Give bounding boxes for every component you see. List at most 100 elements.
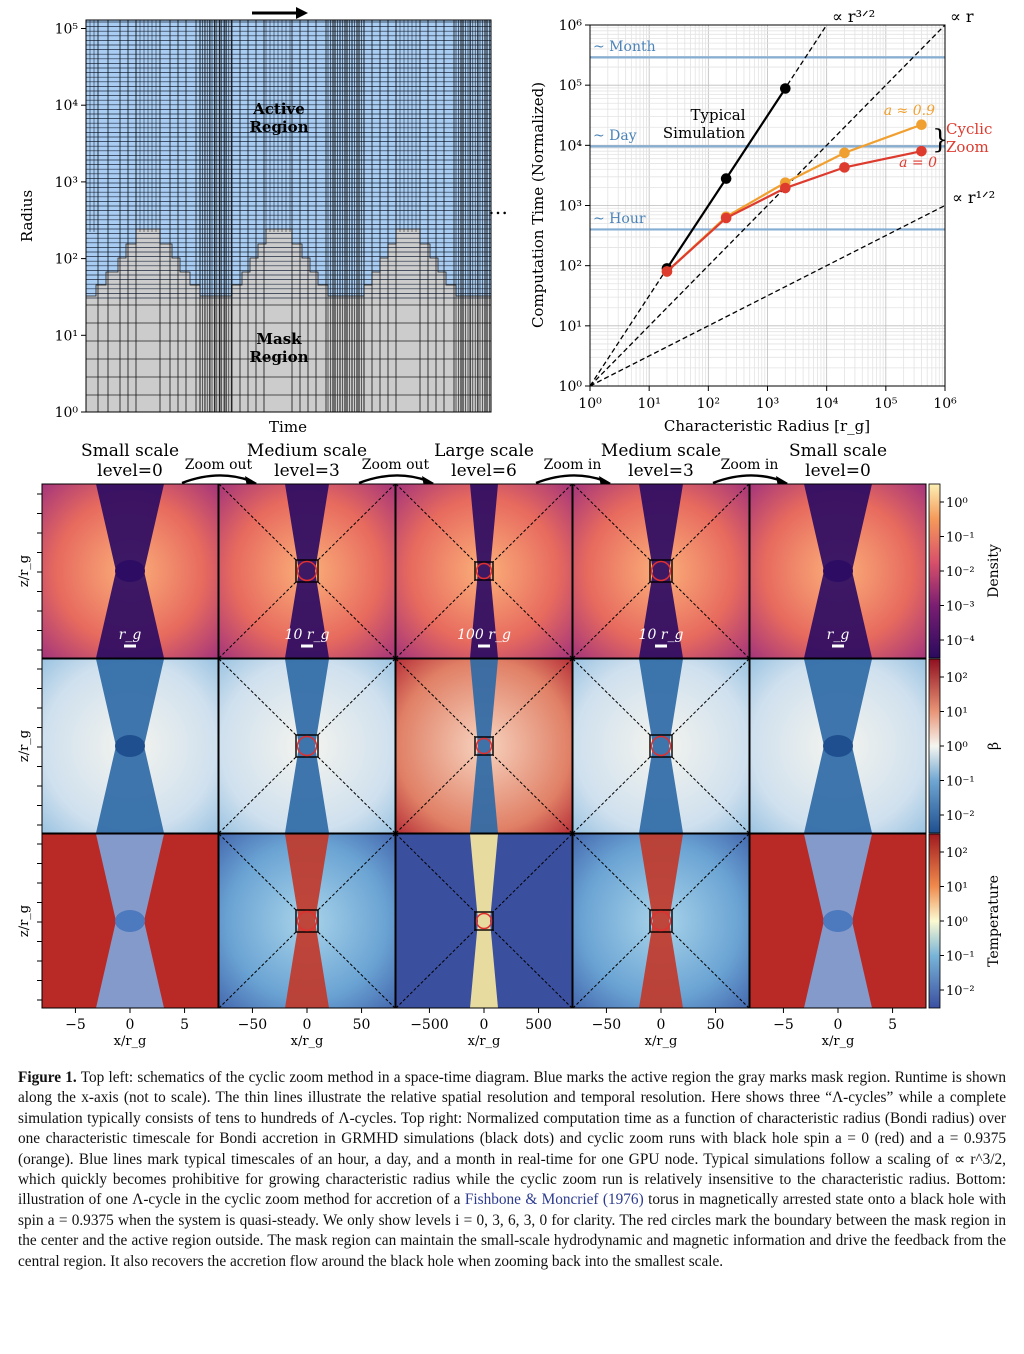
panel-xtick-label: 0 xyxy=(657,1017,666,1033)
cyclic-label-1: Cyclic xyxy=(946,120,992,138)
zoom-guide-line xyxy=(572,931,651,1009)
zoom-guide-line xyxy=(492,483,573,563)
panel-xtick-label: 0 xyxy=(126,1017,135,1033)
panel-frame xyxy=(218,483,396,659)
colorbar xyxy=(928,483,941,659)
zoom-guide-line xyxy=(317,931,396,1009)
typical-label-1: Typical xyxy=(690,106,745,124)
schematic-ytick-label: 10¹ xyxy=(55,328,78,344)
black-hole-mask xyxy=(115,910,145,932)
figure-caption: Figure 1. Top left: schematics of the cy… xyxy=(18,1068,1006,1272)
chart-ytick-label: 10³ xyxy=(559,199,582,215)
colorbar-tick-label: 10² xyxy=(946,846,968,861)
zoom-guide-line xyxy=(671,581,750,659)
mask-region-label-1: Mask xyxy=(256,330,302,348)
chart-ytick-label: 10⁰ xyxy=(559,379,583,395)
zoom-arrow xyxy=(535,474,606,485)
series-point xyxy=(916,119,927,131)
zoom-guide-line xyxy=(492,754,573,834)
colorbar-tick-label: 10⁻⁴ xyxy=(946,634,975,649)
colorbar xyxy=(928,658,941,834)
typical-label-2: Simulation xyxy=(663,124,746,142)
chart-xlabel: Characteristic Radius [r_g] xyxy=(664,417,870,435)
schematic-ytick-label: 10³ xyxy=(55,175,78,191)
cyclic-brace: } xyxy=(932,125,949,155)
simulation-panel: r_g xyxy=(749,483,927,659)
zoom-guide-line xyxy=(218,931,297,1009)
panel-frame xyxy=(749,658,927,834)
schematic-xlabel: Time xyxy=(269,418,307,436)
zoom-inner-box xyxy=(474,911,494,931)
zoom-guide-line xyxy=(218,756,297,834)
colorbar-tick-label: 10⁰ xyxy=(946,496,968,511)
chart-ytick-label: 10² xyxy=(559,259,582,275)
simulation-panel xyxy=(572,833,750,1009)
mask-boundary-circle xyxy=(650,735,672,757)
simulation-panel xyxy=(395,833,573,1009)
series-point xyxy=(720,173,732,184)
schematic-panel: 10⁰ 10¹ 10² 10³ 10⁴ 10⁵ Radius Time Active Re… xyxy=(18,7,508,436)
chart-xtick-label: 10⁶ xyxy=(933,396,957,412)
caption-label: Figure 1. xyxy=(18,1069,77,1086)
schematic-yticks: 10⁰ 10¹ 10² 10³ 10⁴ 10⁵ xyxy=(55,22,86,421)
panel-xtick-label: 0 xyxy=(303,1017,312,1033)
panel-xlabel: x/r_g xyxy=(114,1034,147,1049)
black-hole-mask xyxy=(823,735,853,757)
panel-xtick-label: −50 xyxy=(238,1017,268,1033)
panel-xtick-label: −5 xyxy=(773,1017,794,1033)
zoom-guide-line xyxy=(492,579,573,659)
panel-xtick-label: 5 xyxy=(180,1017,189,1033)
colorbar-tick-label: 10⁻³ xyxy=(946,600,975,615)
colorbar-tick-label: 10¹ xyxy=(946,881,968,896)
panel-xtick-label: 500 xyxy=(525,1017,552,1033)
panel-frame xyxy=(395,483,573,659)
zoom-guide-line xyxy=(492,929,573,1009)
zoom-inner-box xyxy=(474,561,494,581)
zoom-guide-line xyxy=(395,929,476,1009)
zoom-guide-line xyxy=(492,833,573,913)
colorbar-tick-label: 10¹ xyxy=(946,706,968,721)
zoom-guide-line xyxy=(395,833,476,913)
panel-xlabel: x/r_g xyxy=(291,1034,324,1049)
chart-ylabel: Computation Time (Normalized) xyxy=(529,82,547,328)
panel-xtick-label: 5 xyxy=(888,1017,897,1033)
jet-funnel xyxy=(639,834,683,1008)
colorbar-tick-label: 10⁻² xyxy=(946,984,975,999)
caption-citation-link[interactable]: Fishbone & Moncrief (1976) xyxy=(464,1191,644,1209)
row-ylabel: z/r_g xyxy=(17,730,32,762)
column-level: level=0 xyxy=(97,461,163,481)
panel-frame xyxy=(41,658,219,834)
mask-boundary-circle xyxy=(296,910,318,932)
panel-xtick-label: 50 xyxy=(707,1017,725,1033)
zoom-guide-line xyxy=(671,931,750,1009)
zoom-arrow xyxy=(181,474,252,485)
column-title: Small scale xyxy=(81,441,179,461)
column-level: level=3 xyxy=(628,461,694,481)
panel-grid: r_g 10 r_g 100 r_g 10 r_g r_g z/r_g z/r_g z/r_g… xyxy=(17,483,927,1049)
mask-boundary-circle xyxy=(296,735,318,757)
chart-ytick-label: 10⁶ xyxy=(559,18,583,34)
jet-funnel xyxy=(639,659,683,833)
panel-xtick-label: 0 xyxy=(834,1017,843,1033)
cyclic-label-2: Zoom xyxy=(946,138,989,156)
panel-xtick-label: 0 xyxy=(480,1017,489,1033)
panel-xlabel: x/r_g xyxy=(822,1034,855,1049)
scaling-reference-line xyxy=(589,204,946,387)
scale-bar-label: 10 r_g xyxy=(285,627,330,643)
zoom-guide-line xyxy=(492,658,573,738)
chart-xtick-label: 10⁰ xyxy=(578,396,602,412)
zoom-arrow-label: Zoom out xyxy=(185,457,253,473)
scaling-reference-line xyxy=(589,24,946,387)
mask-region-label-2: Region xyxy=(249,348,308,366)
ref-label-r32: ∝ r³ᐟ² xyxy=(832,7,875,26)
mask-boundary-circle xyxy=(475,912,493,930)
hour-label: ~ Hour xyxy=(593,211,646,227)
zoom-guide-line xyxy=(317,756,396,834)
top-figures: 10⁰ 10¹ 10² 10³ 10⁴ 10⁵ Radius Time Active Re… xyxy=(18,7,995,436)
colorbar-tick-label: 10² xyxy=(946,671,968,686)
active-region-label-2: Region xyxy=(249,118,308,136)
chart-series xyxy=(661,83,927,277)
zoom-guide-line xyxy=(218,581,297,659)
chart-yticks: 10⁰ 10¹ 10² 10³ 10⁴ 10⁵ 10⁶ xyxy=(559,18,590,395)
chart-ytick-label: 10¹ xyxy=(559,319,582,335)
